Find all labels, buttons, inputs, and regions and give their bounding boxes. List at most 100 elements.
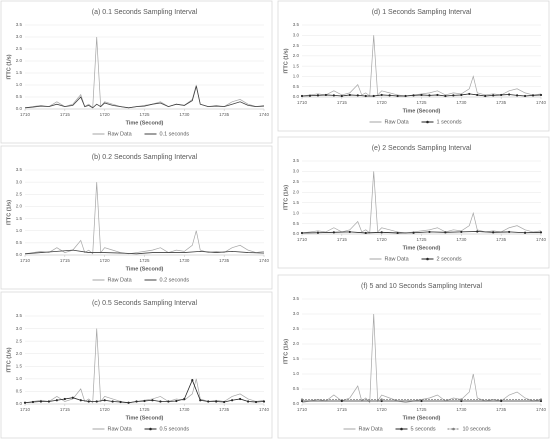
data-point <box>539 93 543 97</box>
data-point <box>492 94 495 97</box>
y-tick-label: 2.5 <box>16 46 23 51</box>
legend-label: 0.5 seconds <box>160 426 190 432</box>
x-tick-label: 1720 <box>377 100 388 105</box>
data-point <box>460 93 463 97</box>
panel-border <box>277 274 550 439</box>
data-point <box>175 399 178 403</box>
panel: (f) 5 and 10 Seconds Sampling Interval 0.… <box>277 274 550 439</box>
chart-title: (d) 1 Seconds Sampling Interval <box>372 9 472 16</box>
x-tick-label: 1725 <box>416 237 427 242</box>
data-point <box>308 94 312 97</box>
x-axis-label: Time (Second) <box>126 415 164 421</box>
y-tick-label: 0.0 <box>16 106 23 111</box>
data-point <box>135 400 138 403</box>
y-axis-label: ITTC (1/s) <box>283 339 289 364</box>
data-point <box>380 398 383 401</box>
x-tick-label: 1735 <box>219 258 230 263</box>
y-tick-label: 3.5 <box>293 296 300 301</box>
y-tick-label: 3.0 <box>16 179 23 184</box>
data-point <box>492 231 495 234</box>
data-point <box>372 94 375 98</box>
legend-label: Raw Data <box>359 426 384 432</box>
panel: (d) 1 Seconds Sampling Interval 0.0 0.5 1.0… <box>277 0 550 132</box>
data-point <box>191 379 194 382</box>
x-tick-label: 1725 <box>139 258 150 263</box>
data-point <box>476 93 479 97</box>
x-axis-label: Time (Second) <box>403 245 441 251</box>
data-point <box>47 400 51 403</box>
data-point <box>539 398 543 401</box>
data-point <box>159 400 162 403</box>
legend-label: 10 seconds <box>463 426 491 432</box>
y-tick-label: 1.0 <box>293 74 300 79</box>
x-tick-label: 1715 <box>337 407 348 412</box>
panel: (b) 0.2 Seconds Sampling Interval 0.0 0.5 1… <box>0 145 273 290</box>
y-tick-label: 0.0 <box>16 252 23 257</box>
data-point <box>340 94 343 98</box>
y-tick-label: 1.0 <box>16 82 23 87</box>
y-tick-label: 1.5 <box>293 356 300 361</box>
legend-label: 0.2 seconds <box>160 277 190 283</box>
y-tick-label: 3.0 <box>16 326 23 331</box>
data-point <box>460 398 463 401</box>
y-tick-label: 1.5 <box>16 216 23 221</box>
series-line <box>24 182 265 255</box>
legend-marker <box>426 257 429 261</box>
x-tick-label: 1730 <box>179 112 190 117</box>
y-tick-label: 1.0 <box>16 376 23 381</box>
data-point <box>239 397 242 401</box>
data-point <box>31 400 35 404</box>
y-axis-label: ITTC (1/s) <box>283 185 289 210</box>
panel: (c) 0.5 Seconds Sampling Interval 0.0 0.5 1… <box>0 291 273 439</box>
data-point <box>300 231 304 235</box>
x-tick-label: 1725 <box>416 100 427 105</box>
data-point <box>420 93 423 97</box>
y-tick-label: 0.0 <box>16 401 23 406</box>
series-line <box>301 231 542 234</box>
y-tick-label: 2.5 <box>293 43 300 48</box>
data-point <box>332 94 335 97</box>
x-tick-label: 1740 <box>259 112 270 117</box>
y-tick-label: 0.0 <box>293 231 300 236</box>
data-point <box>396 231 399 235</box>
data-point <box>316 231 320 234</box>
y-tick-label: 3.5 <box>16 313 23 318</box>
y-tick-label: 2.0 <box>293 341 300 346</box>
data-point <box>215 400 218 403</box>
x-tick-label: 1740 <box>259 258 270 263</box>
data-point <box>300 94 304 98</box>
y-tick-label: 1.5 <box>16 363 23 368</box>
legend-label: 1 seconds <box>437 119 462 125</box>
series-line <box>24 249 265 255</box>
data-point <box>523 94 527 98</box>
data-point <box>167 400 170 403</box>
x-tick-label: 1710 <box>20 407 31 412</box>
data-point <box>500 399 503 403</box>
data-point <box>460 230 463 234</box>
data-point <box>127 401 130 404</box>
legend-label: 2 seconds <box>437 256 462 262</box>
data-point <box>468 92 471 96</box>
data-point <box>223 400 226 404</box>
data-point <box>404 94 407 98</box>
x-tick-label: 1730 <box>179 407 190 412</box>
y-tick-label: 1.5 <box>293 200 300 205</box>
data-point <box>364 231 367 235</box>
x-tick-label: 1715 <box>337 100 348 105</box>
x-tick-label: 1720 <box>100 407 111 412</box>
data-point <box>444 94 447 98</box>
y-tick-label: 1.5 <box>16 70 23 75</box>
x-tick-label: 1720 <box>377 237 388 242</box>
data-point <box>79 399 82 402</box>
x-tick-label: 1730 <box>456 100 467 105</box>
data-point <box>95 400 98 403</box>
data-point <box>420 399 423 403</box>
legend-label: Raw Data <box>385 119 410 125</box>
y-tick-label: 0.5 <box>16 94 23 99</box>
data-point <box>500 93 503 97</box>
data-point <box>508 230 511 234</box>
data-point <box>380 93 383 97</box>
y-tick-label: 3.5 <box>16 167 23 172</box>
y-tick-label: 2.5 <box>16 338 23 343</box>
legend-marker <box>400 427 403 431</box>
